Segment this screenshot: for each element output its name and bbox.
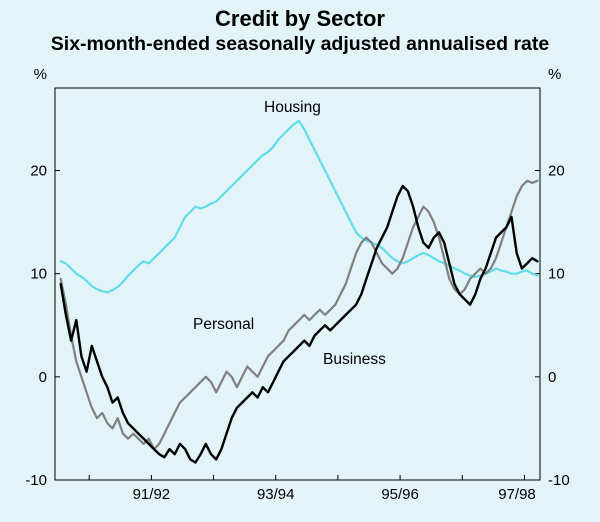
y-unit-left: % — [34, 66, 47, 83]
plot-border — [54, 87, 541, 481]
x-tick-label: 93/94 — [257, 486, 295, 503]
x-tick-label: 97/98 — [498, 486, 536, 503]
y-unit-right: % — [548, 66, 561, 83]
x-tick-label: 95/96 — [381, 486, 419, 503]
y-tick-label-right: 20 — [548, 163, 565, 180]
series-label-housing: Housing — [264, 99, 321, 116]
y-tick-label-right: -10 — [548, 472, 570, 489]
chart-subtitle: Six-month-ended seasonally adjusted annu… — [50, 33, 550, 55]
series-label-business: Business — [323, 351, 386, 368]
series-line-business — [59, 184, 539, 464]
series-label-personal: Personal — [193, 316, 255, 333]
y-tick-label-left: 20 — [30, 163, 47, 180]
y-tick-label-right: 0 — [548, 369, 556, 386]
series-line-housing — [59, 119, 539, 294]
x-tick-label: 91/92 — [133, 486, 171, 503]
y-tick-label-left: -10 — [25, 472, 47, 489]
series-line-personal — [59, 179, 539, 451]
y-tick-label-left: 10 — [30, 266, 47, 283]
y-tick-label-left: 0 — [39, 369, 47, 386]
y-tick-label-right: 10 — [548, 266, 565, 283]
chart-title: Credit by Sector — [215, 6, 385, 31]
